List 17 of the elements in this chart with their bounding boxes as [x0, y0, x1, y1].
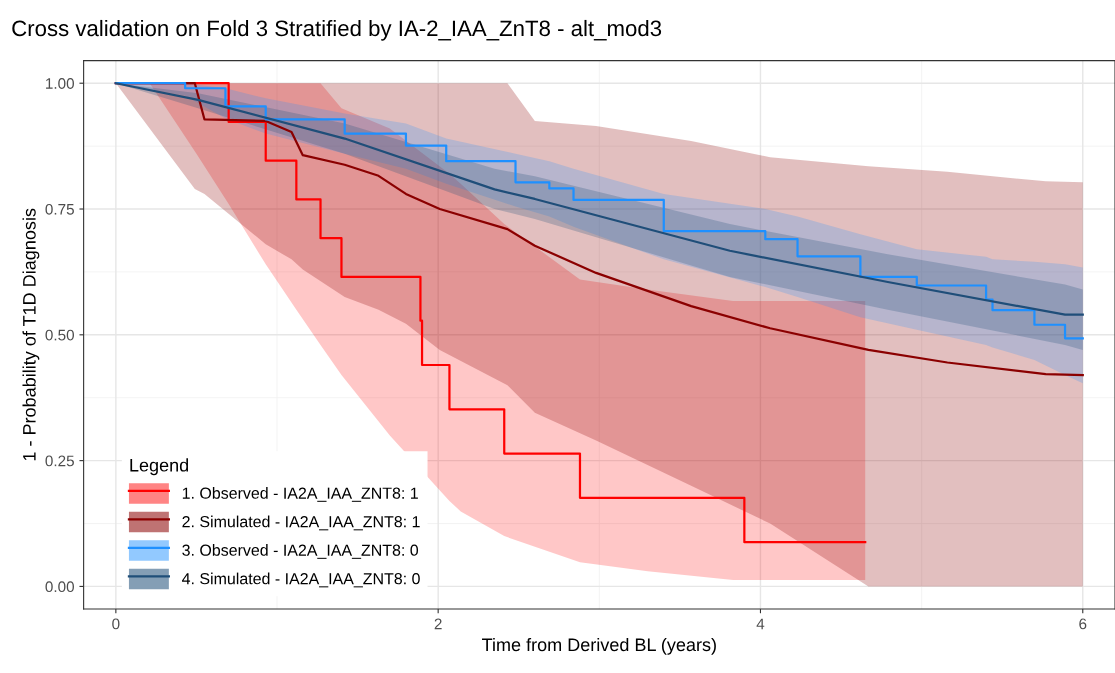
chart-title: Cross validation on Fold 3 Stratified by IA-2_IAA_ZnT8 - alt_mod3	[12, 19, 662, 41]
legend-label: 2. Simulated - IA2A_IAA_ZNT8: 1	[182, 515, 420, 531]
x-tick-label: 6	[1079, 618, 1087, 630]
legend-label: 1. Observed - IA2A_IAA_ZNT8: 1	[182, 487, 418, 502]
y-tick-label: 0.25	[45, 455, 74, 467]
y-tick-label: 0.50	[45, 329, 74, 341]
x-tick-label: 2	[434, 618, 442, 630]
legend-label: 4. Simulated - IA2A_IAA_ZNT8: 0	[182, 572, 420, 588]
x-axis-title: Time from Derived BL (years)	[482, 637, 716, 655]
x-tick-label: 4	[756, 618, 765, 630]
y-tick-label: 0.00	[45, 581, 74, 593]
x-tick-label: 0	[112, 618, 120, 630]
legend-title: Legend	[130, 458, 189, 476]
y-axis-title: 1 - Probability of T1D Diagnosis	[22, 208, 40, 461]
y-tick-label: 1.00	[46, 78, 74, 89]
legend-label: 3. Observed - IA2A_IAA_ZNT8: 0	[182, 544, 419, 559]
y-tick-label: 0.75	[45, 203, 74, 215]
